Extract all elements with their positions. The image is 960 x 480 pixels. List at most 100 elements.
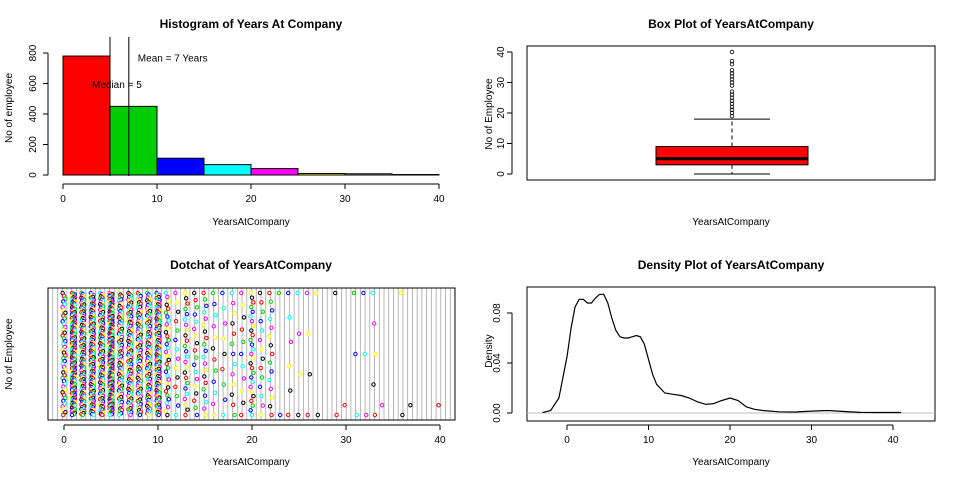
- dotchart-point: [211, 379, 216, 384]
- dotchart-point: [270, 395, 275, 400]
- dotchart-point: [184, 296, 189, 301]
- dotchart-point: [269, 325, 274, 331]
- dotchart-point: [239, 388, 245, 393]
- dotchart-point: [163, 310, 169, 315]
- dotchart-point: [231, 382, 237, 387]
- dotchart-point: [202, 406, 207, 411]
- boxplot-outlier: [729, 61, 735, 67]
- dotchart-point: [165, 306, 171, 311]
- dotchart-point: [204, 367, 209, 373]
- dotchart-point: [173, 318, 179, 324]
- dotchart-point: [248, 290, 253, 296]
- dotchart-point: [304, 290, 310, 296]
- dotchart-point: [166, 377, 172, 382]
- density-panel: Density Plot of YearsAtCompany YearsAtCo…: [484, 258, 936, 468]
- histogram-y-tick-label: 800: [28, 44, 39, 61]
- dotchart-point: [305, 412, 310, 418]
- dotchart-point: [192, 362, 197, 367]
- density-curve: [542, 293, 902, 414]
- dotchart-point: [249, 342, 255, 347]
- histogram-annotation: Mean = 7 Years: [138, 53, 208, 64]
- dotchart-point: [183, 306, 188, 312]
- dotchart-x-tick-label: 30: [340, 435, 352, 446]
- dotchart-point: [260, 309, 265, 314]
- dotchart-panel: Dotchat of YearsAtCompany YearsAtCompany…: [4, 258, 456, 468]
- dotchart-point: [194, 341, 200, 346]
- dotchart-point: [232, 361, 237, 367]
- dotchart-point: [270, 351, 275, 357]
- dotchart-point: [231, 351, 236, 357]
- dotchart-point: [268, 299, 273, 304]
- dotchart-point: [80, 412, 86, 418]
- dotchart-point: [203, 348, 208, 353]
- dotchart-point: [296, 412, 301, 418]
- dotchart-point: [62, 302, 67, 307]
- dotchart-point: [202, 329, 208, 334]
- dotchart-point: [175, 375, 180, 380]
- dotchart-point: [333, 290, 338, 296]
- dotchart-point: [250, 403, 255, 408]
- dotchart-point: [164, 341, 169, 347]
- boxplot-outlier: [729, 80, 735, 85]
- dotchart-point: [249, 304, 254, 310]
- dotchart-point: [62, 358, 67, 364]
- dotchart-point: [269, 412, 274, 418]
- dotchart-point: [62, 387, 67, 392]
- dotchart-point: [166, 397, 172, 402]
- dotchart-point: [176, 356, 181, 361]
- dotchart-point: [229, 290, 235, 296]
- dotchart-point: [165, 345, 171, 351]
- dotchart-point: [62, 373, 67, 378]
- dotchart-point: [204, 303, 209, 309]
- dotchart-point: [257, 384, 263, 390]
- dotchart-point: [165, 365, 171, 370]
- dotchart-point: [62, 330, 67, 335]
- boxplot-panel: Box Plot of YearsAtCompany YearsAtCompan…: [484, 17, 936, 228]
- boxplot-outlier: [729, 95, 735, 100]
- dotchart-point: [213, 312, 219, 318]
- dotchart-point: [251, 347, 256, 352]
- histogram-annotation: Median = 5: [92, 80, 142, 91]
- dotchart-point: [203, 412, 208, 418]
- dotchart-point: [259, 347, 264, 352]
- histogram-bar: [344, 173, 393, 176]
- dotchart-point: [176, 309, 181, 314]
- dotchart-point: [306, 331, 311, 336]
- dotchart-point: [240, 364, 245, 369]
- dotchart-point: [239, 351, 244, 357]
- dotchart-point: [63, 367, 68, 372]
- boxplot-y-tick-label: 40: [496, 46, 507, 58]
- dotchart-point: [185, 380, 190, 386]
- dotchart-point: [194, 355, 199, 360]
- boxplot-outlier: [729, 74, 735, 79]
- dotchart-point: [192, 326, 197, 332]
- dotchart-point: [248, 384, 253, 390]
- boxplot-outlier: [729, 83, 735, 88]
- dotchart-point: [212, 335, 218, 340]
- dotchart-point: [204, 335, 209, 341]
- dotchart-point: [250, 356, 255, 361]
- histogram-x-tick-label: 40: [433, 194, 445, 205]
- dotchart-point: [288, 339, 294, 344]
- dotchart-point: [184, 391, 190, 396]
- dotchart-point: [221, 306, 227, 311]
- dotchart-point: [210, 346, 216, 351]
- dotchart-point: [63, 310, 68, 316]
- boxplot-y-tick-label: 10: [496, 138, 507, 150]
- dotchart-point: [370, 290, 375, 296]
- dotchart-point: [371, 382, 376, 387]
- dotchart-point: [210, 401, 216, 407]
- dotchart-point: [251, 323, 256, 329]
- boxplot-outlier: [729, 98, 735, 103]
- dotchart-point: [259, 394, 264, 399]
- dotchart-point: [174, 300, 180, 305]
- dotchart-point: [250, 379, 255, 385]
- dotchart-point: [202, 310, 207, 315]
- dotchart-point: [315, 412, 320, 418]
- dotchart-point: [286, 290, 291, 296]
- dotchart-point: [223, 321, 228, 326]
- dotchart-point: [100, 412, 105, 418]
- dotchart-point: [201, 322, 206, 328]
- dotchart-point: [184, 365, 190, 370]
